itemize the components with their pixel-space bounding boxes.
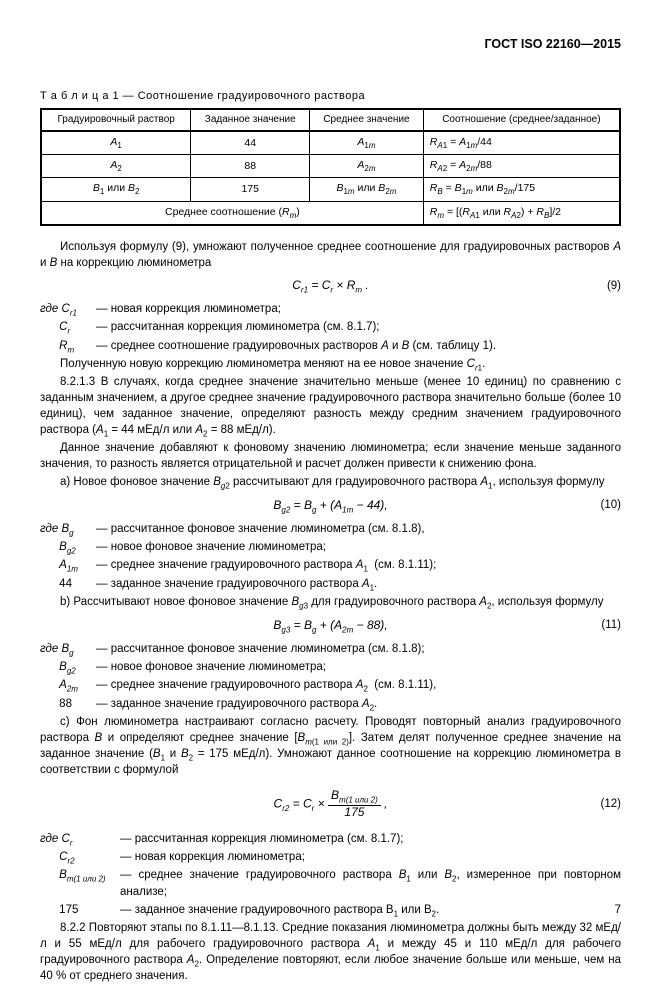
cell: A2m [310,155,424,178]
paragraph: Используя формулу (9), умножают полученн… [40,240,621,272]
where-symbol: где Bg [40,642,96,658]
equation-text: Cr1 = Cr × Rm . [292,277,369,295]
cell: 88 [191,155,310,178]
where-symbol: Bg2 [40,540,96,556]
cell: A1 [41,131,191,155]
page-number: 7 [615,903,621,919]
where-text: — заданное значение градуировочного раст… [120,903,621,919]
where-text: — среднее значение градуировочного раств… [120,868,621,900]
where-symbol: где Bg [40,522,96,538]
where-block: где Bg— рассчитанное фоновое значение лю… [40,522,621,593]
paragraph: a) Новое фоновое значение Bg2 рассчитыва… [40,475,621,491]
where-block: где Bg— рассчитанное фоновое значение лю… [40,642,621,713]
paragraph: c) Фон люминометра настраивают согласно … [40,715,621,779]
where-symbol: A2m [40,678,96,694]
table-row: B1 или B2 175 B1m или B2m RB = B1m или B… [41,178,620,201]
where-block: где Cr— рассчитанная коррекция люминомет… [40,832,621,919]
col-solution: Градуировочный раствор [41,109,191,131]
equation-9: Cr1 = Cr × Rm . (9) [40,277,621,295]
col-ratio: Соотношение (среднее/заданное) [423,109,620,131]
where-symbol: где Cr1 [40,302,96,318]
where-symbol: где Cr [40,832,120,848]
cell: RA2 = A2m/88 [423,155,620,178]
where-text: — среднее соотношение градуировочных рас… [96,339,621,355]
cell: RB = B1m или B2m/175 [423,178,620,201]
where-text: — рассчитанное фоновое значение люминоме… [96,522,621,538]
where-text: — заданное значение градуировочного раст… [96,697,621,713]
where-symbol: 175 [40,903,120,919]
equation-10: Bg2 = Bg + (A1m − 44), (10) [40,497,621,515]
equation-11: Bg3 = Bg + (A2m − 88), (11) [40,617,621,635]
where-text: — рассчитанное фоновое значение люминоме… [96,642,621,658]
cell: A1m [310,131,424,155]
where-symbol: Cr2 [40,850,120,866]
paragraph: 8.2.2 Повторяют этапы по 8.1.11—8.1.13. … [40,921,621,985]
where-symbol: 88 [40,697,96,713]
page: ГОСТ ISO 22160—2015 Т а б л и ц а 1 — Со… [0,0,661,935]
paragraph: Данное значение добавляют к фоновому зна… [40,441,621,473]
where-text: — новое фоновое значение люминометра; [96,540,621,556]
equation-text: Cr2 = Cr × Bm(1 или 2) 175 , [274,789,388,819]
where-symbol: Bg2 [40,660,96,676]
cell: 44 [191,131,310,155]
cell: B1 или B2 [41,178,191,201]
equation-12: Cr2 = Cr × Bm(1 или 2) 175 , (12) [40,789,621,819]
where-symbol: Cr [40,320,96,336]
where-text: — рассчитанная коррекция люминометра (см… [120,832,621,848]
where-text: — заданное значение градуировочного раст… [96,577,621,593]
cell: A2 [41,155,191,178]
cell: B1m или B2m [310,178,424,201]
table-row: A2 88 A2m RA2 = A2m/88 [41,155,620,178]
equation-number: (11) [601,618,621,634]
paragraph: b) Рассчитывают новое фоновое значение B… [40,595,621,611]
where-text: — новое фоновое значение люминометра; [96,660,621,676]
equation-number: (12) [601,797,621,813]
equation-text: Bg2 = Bg + (A1m − 44), [273,497,387,515]
where-text: — среднее значение градуировочного раств… [96,678,621,694]
paragraph: 8.2.1.3 В случаях, когда среднее значени… [40,375,621,439]
document-header: ГОСТ ISO 22160—2015 [40,36,621,53]
where-text: — среднее значение градуировочного раств… [96,558,621,574]
cell: RA1 = A1m/44 [423,131,620,155]
table-caption: Т а б л и ц а 1 — Соотношение градуирово… [40,89,621,104]
col-set: Заданное значение [191,109,310,131]
where-text: — новая коррекция люминометра; [120,850,621,866]
table-header-row: Градуировочный раствор Заданное значение… [41,109,620,131]
where-text: — рассчитанная коррекция люминометра (см… [96,320,621,336]
where-symbol: Rm [40,339,96,355]
where-symbol: 44 [40,577,96,593]
where-text: — новая коррекция люминометра; [96,302,621,318]
where-symbol: Bm(1 или 2) [40,868,120,900]
equation-number: (9) [607,279,621,295]
equation-number: (10) [601,498,621,514]
paragraph: Полученную новую коррекцию люминометра м… [40,357,621,373]
table-mean-row: Среднее соотношение (Rm) Rm = [(RA1 или … [41,201,620,225]
mean-label: Среднее соотношение (Rm) [41,201,423,225]
col-mean: Среднее значение [310,109,424,131]
table-row: A1 44 A1m RA1 = A1m/44 [41,131,620,155]
where-symbol: A1m [40,558,96,574]
equation-text: Bg3 = Bg + (A2m − 88), [273,617,387,635]
where-block: где Cr1— новая коррекция люминометра; Cr… [40,302,621,355]
mean-value: Rm = [(RA1 или RA2) + RB]/2 [423,201,620,225]
cell: 175 [191,178,310,201]
calibration-table: Градуировочный раствор Заданное значение… [40,108,621,225]
